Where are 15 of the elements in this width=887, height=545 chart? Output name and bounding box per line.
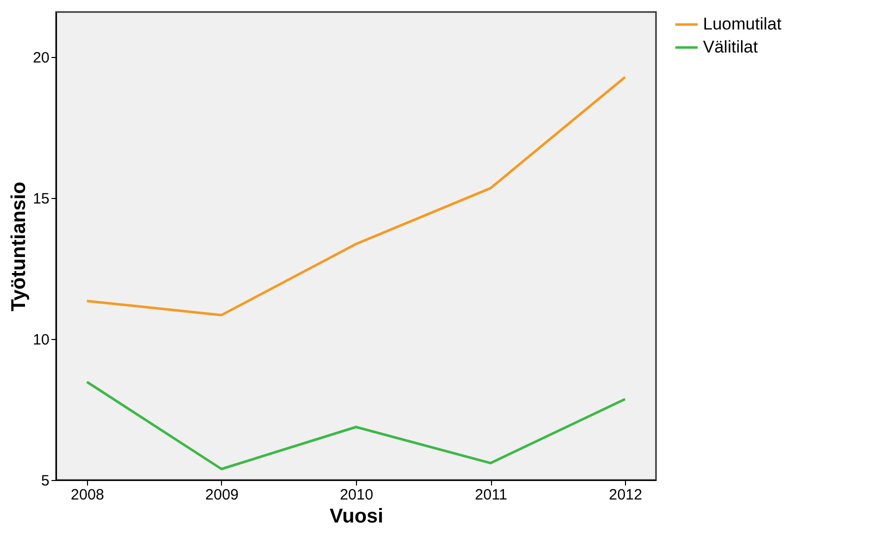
y-tick-label: 15 xyxy=(32,190,50,208)
x-tick-label: 2010 xyxy=(340,486,374,504)
y-axis-title: Työtuntiansio xyxy=(8,182,30,312)
y-tick-label: 5 xyxy=(41,472,50,490)
x-axis-title: Vuosi xyxy=(330,506,384,528)
y-tick-label: 10 xyxy=(32,332,50,349)
x-tick-label: 2011 xyxy=(474,486,508,504)
legend-label: Luomutilat xyxy=(703,14,782,34)
legend-label: Välitilat xyxy=(703,38,758,56)
x-tick-label: 2009 xyxy=(205,486,239,504)
x-tick-label: 2012 xyxy=(608,486,642,504)
line-series xyxy=(86,76,626,316)
y-tick-label: 20 xyxy=(32,50,50,67)
x-tick-label: 2008 xyxy=(70,486,104,504)
line-series xyxy=(86,380,626,470)
